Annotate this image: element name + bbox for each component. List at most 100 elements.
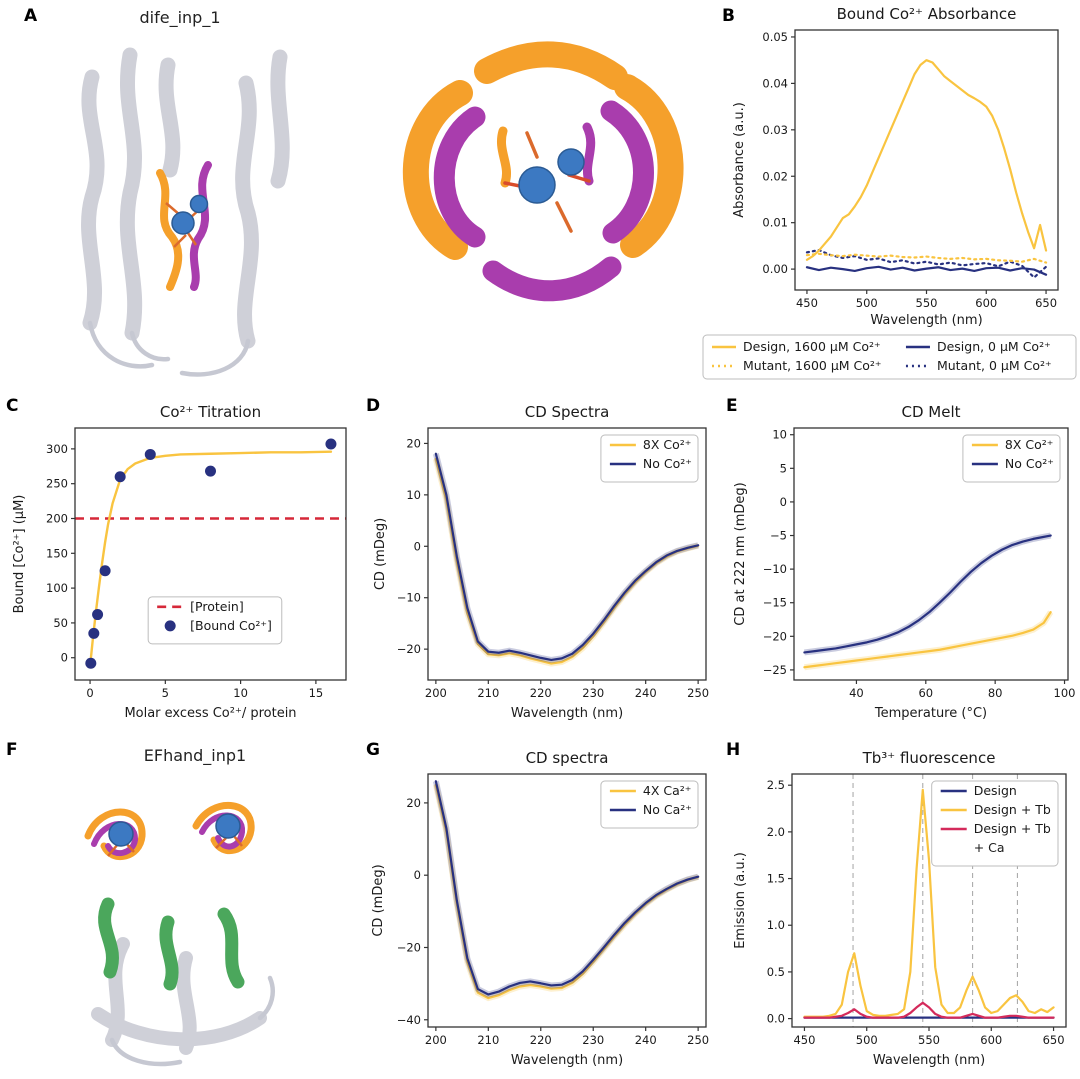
svg-text:Bound [Co²⁺] (µM): Bound [Co²⁺] (µM) xyxy=(12,495,27,614)
structure-title-dife: dife_inp_1 xyxy=(139,8,221,27)
ef-loop-orange xyxy=(84,801,255,860)
svg-text:200: 200 xyxy=(425,1033,447,1047)
svg-text:[Protein]: [Protein] xyxy=(190,599,244,614)
panel-label-f: F xyxy=(6,740,18,760)
gray-loops xyxy=(109,975,275,1067)
svg-text:600: 600 xyxy=(980,1033,1002,1047)
protein-structure-dife-closeup xyxy=(402,41,684,302)
svg-text:1.0: 1.0 xyxy=(767,918,785,932)
protein-structure-efhand xyxy=(84,801,275,1067)
svg-text:CD (mDeg): CD (mDeg) xyxy=(373,518,388,590)
chart-tb-fluorescence: 450 500 550 600 650 0.0 0.5 1.0 1.5 2.0 2.5 Tb³⁺ fl… xyxy=(733,749,1067,1068)
svg-text:Design + Tb: Design + Tb xyxy=(974,821,1051,836)
svg-text:Bound Co²⁺ Absorbance: Bound Co²⁺ Absorbance xyxy=(837,5,1017,23)
panel-label-d: D xyxy=(366,396,381,416)
svg-text:600: 600 xyxy=(975,296,997,310)
svg-text:Temperature (°C): Temperature (°C) xyxy=(874,706,987,721)
svg-text:[Bound Co²⁺]: [Bound Co²⁺] xyxy=(190,618,272,633)
svg-text:220: 220 xyxy=(530,1033,552,1047)
svg-text:Wavelength (nm): Wavelength (nm) xyxy=(870,313,982,328)
svg-text:−20: −20 xyxy=(397,642,421,656)
metal-ion-spheres xyxy=(518,148,585,204)
svg-text:0.00: 0.00 xyxy=(762,262,788,276)
svg-text:20: 20 xyxy=(406,436,421,450)
svg-text:650: 650 xyxy=(1035,296,1057,310)
svg-text:200: 200 xyxy=(46,512,68,526)
svg-text:0: 0 xyxy=(61,651,68,665)
svg-text:150: 150 xyxy=(46,546,68,560)
svg-text:8X Co²⁺: 8X Co²⁺ xyxy=(1005,437,1053,452)
svg-text:10: 10 xyxy=(233,686,248,700)
svg-text:−10: −10 xyxy=(397,591,421,605)
svg-text:0: 0 xyxy=(414,868,421,882)
svg-text:Molar excess Co²⁺/ protein: Molar excess Co²⁺/ protein xyxy=(124,706,296,721)
svg-text:0.03: 0.03 xyxy=(762,123,788,137)
svg-text:200: 200 xyxy=(425,686,447,700)
svg-text:No Co²⁺: No Co²⁺ xyxy=(1005,456,1054,471)
svg-text:5: 5 xyxy=(780,461,787,475)
svg-text:20: 20 xyxy=(406,796,421,810)
protein-structure-dife-full xyxy=(81,47,290,377)
svg-text:230: 230 xyxy=(582,1033,604,1047)
svg-text:CD Spectra: CD Spectra xyxy=(525,403,610,421)
svg-text:Absorbance (a.u.): Absorbance (a.u.) xyxy=(732,102,747,218)
svg-text:210: 210 xyxy=(477,1033,499,1047)
svg-text:5: 5 xyxy=(162,686,169,700)
svg-text:2.5: 2.5 xyxy=(767,778,785,792)
svg-text:10: 10 xyxy=(772,428,787,442)
svg-text:0.05: 0.05 xyxy=(762,30,788,44)
svg-text:Wavelength (nm): Wavelength (nm) xyxy=(873,1053,985,1068)
svg-text:−5: −5 xyxy=(770,529,787,543)
svg-text:100: 100 xyxy=(1054,686,1076,700)
svg-text:250: 250 xyxy=(46,477,68,491)
svg-text:+ Ca: + Ca xyxy=(974,840,1005,855)
svg-text:CD spectra: CD spectra xyxy=(526,749,609,767)
svg-text:650: 650 xyxy=(1043,1033,1065,1047)
svg-text:−15: −15 xyxy=(763,596,787,610)
svg-text:60: 60 xyxy=(918,686,933,700)
svg-text:250: 250 xyxy=(687,1033,709,1047)
svg-text:CD Melt: CD Melt xyxy=(901,403,960,421)
svg-text:−40: −40 xyxy=(397,1013,421,1027)
svg-text:210: 210 xyxy=(477,686,499,700)
ef-loop-magenta xyxy=(91,812,245,857)
svg-text:Wavelength (nm): Wavelength (nm) xyxy=(511,1053,623,1068)
magenta-helices xyxy=(433,100,654,302)
svg-text:CD at 222 nm (mDeg): CD at 222 nm (mDeg) xyxy=(733,482,748,625)
svg-text:Co²⁺ Titration: Co²⁺ Titration xyxy=(160,403,261,421)
gray-helices xyxy=(81,47,290,349)
svg-text:Design: Design xyxy=(974,783,1017,798)
svg-text:0.01: 0.01 xyxy=(762,216,788,230)
svg-text:No Ca²⁺: No Ca²⁺ xyxy=(643,802,692,817)
svg-text:2.0: 2.0 xyxy=(767,825,785,839)
svg-text:Wavelength (nm): Wavelength (nm) xyxy=(511,706,623,721)
panel-label-g: G xyxy=(366,740,380,760)
svg-text:CD (mDeg): CD (mDeg) xyxy=(371,864,386,936)
svg-text:500: 500 xyxy=(856,1033,878,1047)
svg-text:Mutant, 0 µM Co²⁺: Mutant, 0 µM Co²⁺ xyxy=(937,358,1052,373)
panel-label-a: A xyxy=(24,6,38,26)
svg-text:230: 230 xyxy=(582,686,604,700)
svg-text:450: 450 xyxy=(796,296,818,310)
svg-text:250: 250 xyxy=(687,686,709,700)
svg-text:8X Co²⁺: 8X Co²⁺ xyxy=(643,437,691,452)
svg-text:500: 500 xyxy=(856,296,878,310)
svg-text:240: 240 xyxy=(635,1033,657,1047)
svg-text:−20: −20 xyxy=(397,940,421,954)
svg-text:15: 15 xyxy=(309,686,324,700)
svg-text:Tb³⁺ fluorescence: Tb³⁺ fluorescence xyxy=(862,749,996,767)
svg-text:80: 80 xyxy=(988,686,1003,700)
svg-text:0.0: 0.0 xyxy=(767,1012,785,1026)
svg-text:−20: −20 xyxy=(763,629,787,643)
panel-label-c: C xyxy=(6,396,19,416)
svg-text:0.02: 0.02 xyxy=(762,169,788,183)
svg-text:0: 0 xyxy=(414,539,421,553)
svg-text:1.5: 1.5 xyxy=(767,872,785,886)
panel-label-b: B xyxy=(722,6,735,26)
svg-text:Design + Tb: Design + Tb xyxy=(974,802,1051,817)
svg-text:550: 550 xyxy=(918,1033,940,1047)
svg-text:300: 300 xyxy=(46,442,68,456)
svg-text:0.04: 0.04 xyxy=(762,76,788,90)
